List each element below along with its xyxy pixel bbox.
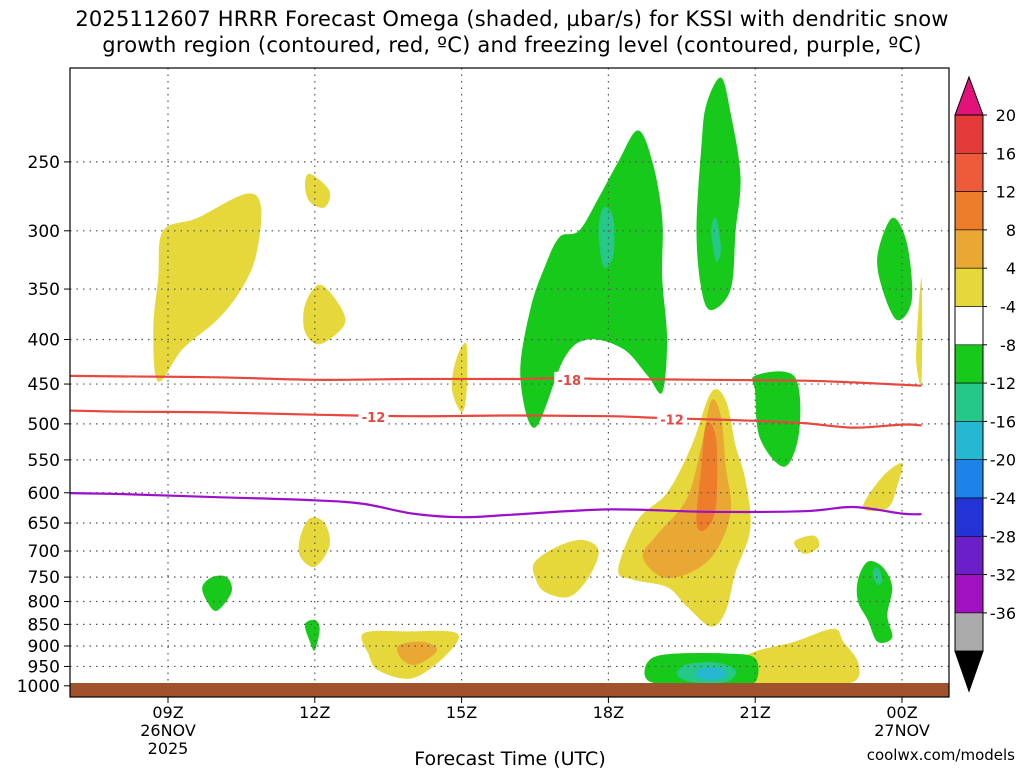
plot-frame: [69, 67, 950, 698]
colorbar-label-12: 12: [996, 183, 1016, 202]
colorbar-bin-1: [954, 153, 984, 192]
y-tick-label-400: 400: [28, 331, 60, 351]
colorbar-label-20: 20: [996, 106, 1016, 125]
omega-region--8-16: [598, 206, 615, 268]
omega-region-12-10: [696, 422, 718, 532]
colorbar-bin-5: [954, 306, 984, 346]
colorbar-bin-6: [954, 344, 984, 384]
y-tick-label-550: 550: [28, 451, 60, 471]
colorbar-label--24: -24: [990, 489, 1016, 508]
x-tick-date: 26NOV: [140, 721, 196, 740]
x-tick-label-15Z: 15Z: [446, 703, 477, 722]
colorbar-bin-0: [954, 114, 984, 154]
omega-region--8-22: [872, 566, 883, 585]
omega-region-4-11: [794, 535, 820, 554]
contour-label-1-1: -12: [660, 413, 684, 428]
omega-region--4-23: [202, 575, 233, 612]
colorbar-label--28: -28: [990, 527, 1016, 546]
omega-region-4-1: [305, 173, 331, 208]
y-tick-label-1000: 1000: [17, 677, 60, 697]
omega-region-4-4: [298, 517, 330, 568]
colorbar-bin-7: [954, 382, 984, 422]
colorbar-bin-2: [954, 191, 984, 231]
chart-title-line1: 2025112607 HRRR Forecast Omega (shaded, …: [75, 7, 949, 31]
colorbar: 20 16 12 8 4 -4 -8 -12 -16 -20 -24 -28 -32 -36: [954, 75, 1016, 693]
omega-region--4-19: [752, 371, 801, 467]
omega-region--4-20: [877, 217, 913, 321]
colorbar-label--8: -8: [1000, 336, 1016, 355]
colorbar-label-8: 8: [1006, 221, 1016, 240]
omega-region--8-18: [711, 217, 721, 262]
omega-region-8-6: [396, 641, 438, 665]
contour-label-bg: [657, 411, 688, 428]
colorbar-bin-4: [954, 267, 984, 307]
colorbar-label-4: 4: [1006, 259, 1016, 278]
colorbar-bottom-arrow: [954, 650, 984, 693]
omega-region-4-13: [738, 628, 860, 689]
colorbar-label--32: -32: [990, 566, 1016, 585]
colorbar-bin-12: [954, 574, 984, 614]
colorbar-bin-9: [954, 459, 984, 499]
y-tick-label-250: 250: [28, 153, 60, 173]
omega-region--4-15: [520, 130, 668, 428]
colorbar-label--20: -20: [990, 451, 1016, 470]
x-tick-date: 27NOV: [874, 721, 930, 740]
contour-label-0-0: -18: [558, 374, 582, 389]
terrain-strip: [70, 683, 949, 697]
contour-label-bg: [554, 371, 585, 388]
y-tick-label-750: 750: [28, 568, 60, 588]
colorbar-bin-13: [954, 612, 984, 652]
y-tick-label-350: 350: [28, 280, 60, 300]
y-tick-label-850: 850: [28, 615, 60, 635]
colorbar-label--16: -16: [990, 412, 1016, 431]
colorbar-label-16: 16: [996, 144, 1016, 163]
contour-line-2: [70, 492, 922, 519]
colorbar-label--12: -12: [990, 374, 1016, 393]
colorbar-bin-10: [954, 497, 984, 537]
x-tick-label-09Z: 09Z: [152, 703, 183, 722]
omega-region-4-3: [451, 342, 468, 413]
axes: 2503003504004505005506006507007508008509…: [17, 67, 950, 758]
y-tick-label-450: 450: [28, 375, 60, 395]
colorbar-bin-8: [954, 421, 984, 460]
y-tick-label-950: 950: [28, 657, 60, 677]
y-tick-label-300: 300: [28, 222, 60, 242]
colorbar-label--36: -36: [990, 604, 1016, 623]
omega-region--12-27: [695, 667, 727, 681]
x-tick-label-21Z: 21Z: [740, 703, 771, 722]
y-tick-label-600: 600: [28, 484, 60, 504]
y-tick-label-500: 500: [28, 415, 60, 435]
contour-label-bg: [358, 409, 389, 426]
chart-title-line2: growth region (contoured, red, ºC) and f…: [102, 33, 922, 57]
omega-region--4-21: [856, 561, 893, 643]
omega-region--4-24: [304, 619, 320, 651]
contour-line-0: [70, 374, 922, 387]
y-tick-label-650: 650: [28, 514, 60, 534]
y-tick-label-900: 900: [28, 637, 60, 657]
omega-region-4-7: [532, 539, 599, 598]
plot-area: -18 -12 -12: [70, 68, 949, 697]
x-axis-label: Forecast Time (UTC): [414, 748, 605, 768]
colorbar-label--4: -4: [1000, 298, 1016, 317]
colorbar-top-arrow: [954, 75, 984, 116]
x-tick-label-00Z: 00Z: [886, 703, 917, 722]
omega-region-4-14: [916, 277, 923, 385]
plot-background: [70, 68, 949, 697]
omega-region--4-17: [696, 77, 741, 311]
omega-region-4-2: [303, 284, 346, 345]
y-tick-label-800: 800: [28, 592, 60, 612]
colorbar-bin-3: [954, 229, 984, 269]
x-tick-label-18Z: 18Z: [593, 703, 624, 722]
omega-region-4-12: [862, 463, 903, 512]
x-tick-year: 2025: [148, 739, 189, 758]
credit-link[interactable]: coolwx.com/models: [867, 746, 1015, 764]
contour-line-1: [70, 409, 922, 429]
omega-region-4-0: [153, 193, 262, 382]
x-tick-label-12Z: 12Z: [299, 703, 330, 722]
y-tick-label-700: 700: [28, 542, 60, 562]
colorbar-bin-11: [954, 535, 984, 575]
contour-label-1-0: -12: [362, 411, 386, 426]
